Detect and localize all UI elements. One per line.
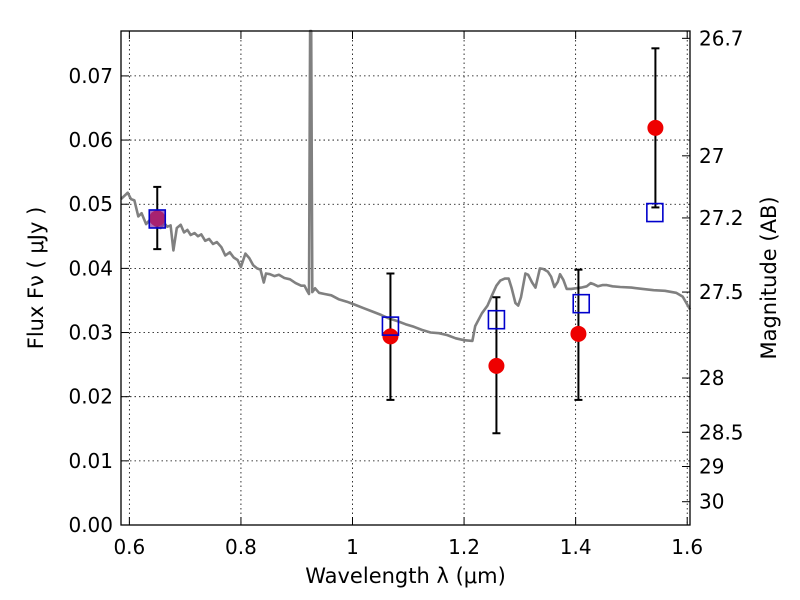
mag-tick-label: 27.5 <box>699 280 744 304</box>
observed-flux-series <box>149 119 664 374</box>
observed-flux-point <box>570 325 587 342</box>
y-tick-label: 0.06 <box>68 128 113 152</box>
x-tick-label: 1.6 <box>671 535 703 559</box>
model-flux-series <box>148 202 664 336</box>
y-tick-label: 0.02 <box>68 385 113 409</box>
x-tick-label: 0.8 <box>225 535 257 559</box>
mag-tick-label: 26.7 <box>699 26 744 50</box>
model-flux-square <box>646 202 664 223</box>
y-tick-label: 0.01 <box>68 449 113 473</box>
grid <box>121 31 690 526</box>
model-flux-square <box>487 309 506 330</box>
model-spectrum-line <box>120 29 692 343</box>
mag-tick-label: 27.2 <box>699 206 744 230</box>
x-tick-label: 0.6 <box>113 535 145 559</box>
observed-flux-point <box>382 328 399 345</box>
x-tick-label: 1.2 <box>448 535 480 559</box>
observed-flux-point <box>488 357 505 374</box>
x-tick-labels: 0.6 0.8 1 1.2 1.4 1.6 <box>113 535 703 559</box>
y-tick-label: 0.03 <box>68 321 113 345</box>
model-flux-square <box>148 209 167 229</box>
y-axis-title: Flux Fν ( μJy ) <box>24 207 48 350</box>
plot-frame <box>120 30 691 526</box>
model-flux-square <box>381 316 400 336</box>
mag-tick-label: 29 <box>699 454 724 478</box>
y-tick-label: 0.04 <box>68 256 113 280</box>
x-axis-title: Wavelength λ (μm) <box>305 564 506 588</box>
mag-tick-label: 27 <box>699 144 724 168</box>
y-tick-label: 0.05 <box>68 192 113 216</box>
right-axis-title: Magnitude (AB) <box>757 196 781 359</box>
tick-marks <box>121 31 690 526</box>
observed-flux-point <box>647 119 664 136</box>
mag-tick-label: 28 <box>699 366 724 390</box>
mag-tick-label: 28.5 <box>699 420 744 444</box>
magnitude-tick-labels: 26.7 27 27.2 27.5 28 28.5 29 30 <box>699 26 744 513</box>
y-tick-label: 0.00 <box>68 513 113 537</box>
errorbar-series <box>153 47 660 435</box>
x-tick-label: 1.4 <box>560 535 592 559</box>
mag-tick-label: 30 <box>699 490 724 514</box>
model-flux-square <box>572 293 591 314</box>
y-tick-labels: 0.00 0.01 0.02 0.03 0.04 0.05 0.06 0.07 <box>68 64 113 537</box>
x-tick-label: 1 <box>346 535 359 559</box>
model-spectrum-series <box>120 29 692 343</box>
y-tick-label: 0.07 <box>68 64 113 88</box>
